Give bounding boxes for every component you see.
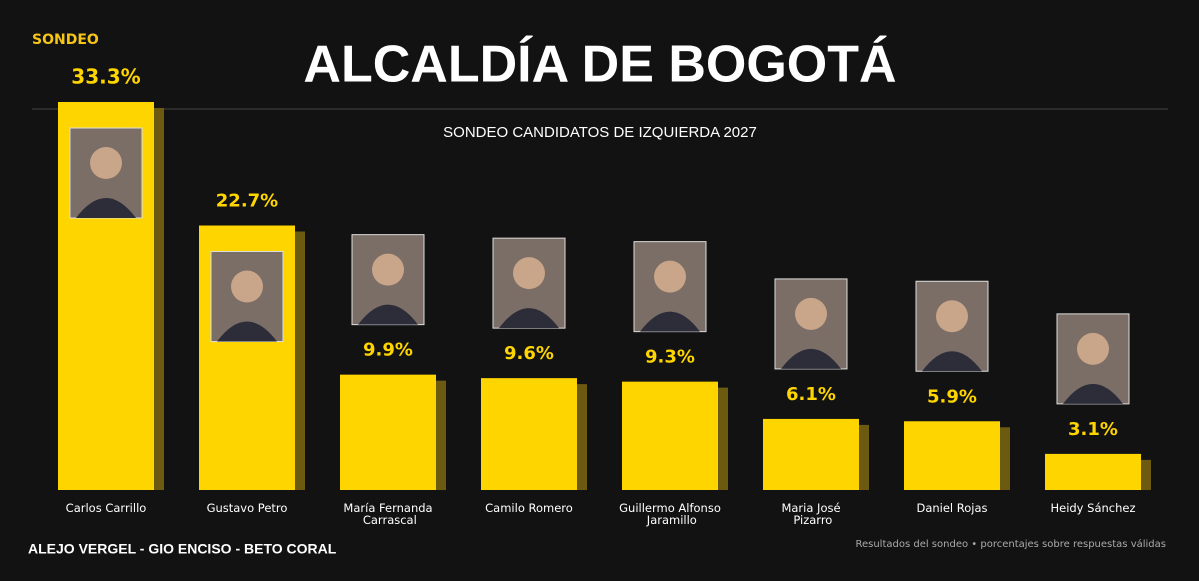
photo-head xyxy=(90,147,122,179)
photo-head xyxy=(795,297,827,330)
value-label: 9.9% xyxy=(363,340,413,361)
value-label: 22.7% xyxy=(216,191,278,212)
x-tick-label: Guillermo Alfonso Jaramillo xyxy=(619,501,721,527)
bar xyxy=(1045,453,1141,490)
x-tick-label: Heidy Sánchez xyxy=(1050,501,1135,515)
bar xyxy=(763,418,859,490)
chart-title: ALCALDÍA DE BOGOTÁ xyxy=(303,36,896,94)
bar xyxy=(340,374,436,490)
bar xyxy=(904,421,1000,490)
x-tick-label: Maria José Pizarro xyxy=(781,501,840,527)
value-label: 9.3% xyxy=(645,347,695,368)
photo-head xyxy=(513,257,545,290)
value-label: 3.1% xyxy=(1068,419,1118,440)
photo-head xyxy=(1077,332,1109,365)
bar xyxy=(622,381,718,490)
photo-head xyxy=(372,253,404,286)
photo-body xyxy=(781,348,841,369)
x-tick-label: María Fernanda Carrascal xyxy=(343,501,432,527)
photo-body xyxy=(76,198,136,218)
photo-body xyxy=(499,308,559,329)
bar xyxy=(481,378,577,490)
photo-body xyxy=(217,321,277,342)
photo-body xyxy=(1063,383,1123,404)
x-tick-label: Gustavo Petro xyxy=(207,501,288,515)
photo-head xyxy=(654,260,686,293)
value-label: 9.6% xyxy=(504,343,554,364)
footnote: Resultados del sondeo • porcentajes sobr… xyxy=(855,538,1166,550)
photo-body xyxy=(922,351,982,372)
photo-body xyxy=(640,311,700,332)
photo-head xyxy=(936,300,968,333)
credits: ALEJO VERGEL - GIO ENCISO - BETO CORAL xyxy=(28,541,337,557)
x-tick-label: Camilo Romero xyxy=(485,501,573,515)
chart-subtitle: SONDEO CANDIDATOS DE IZQUIERDA 2027 xyxy=(443,124,757,141)
photo-body xyxy=(358,304,418,325)
value-label: 5.9% xyxy=(927,386,977,407)
photo-head xyxy=(231,270,263,303)
value-label: 6.1% xyxy=(786,384,836,405)
badge: SONDEO xyxy=(32,32,99,48)
x-tick-label: Daniel Rojas xyxy=(916,501,987,515)
x-tick-label: Carlos Carrillo xyxy=(66,501,147,515)
value-label: 33.3% xyxy=(71,65,140,89)
